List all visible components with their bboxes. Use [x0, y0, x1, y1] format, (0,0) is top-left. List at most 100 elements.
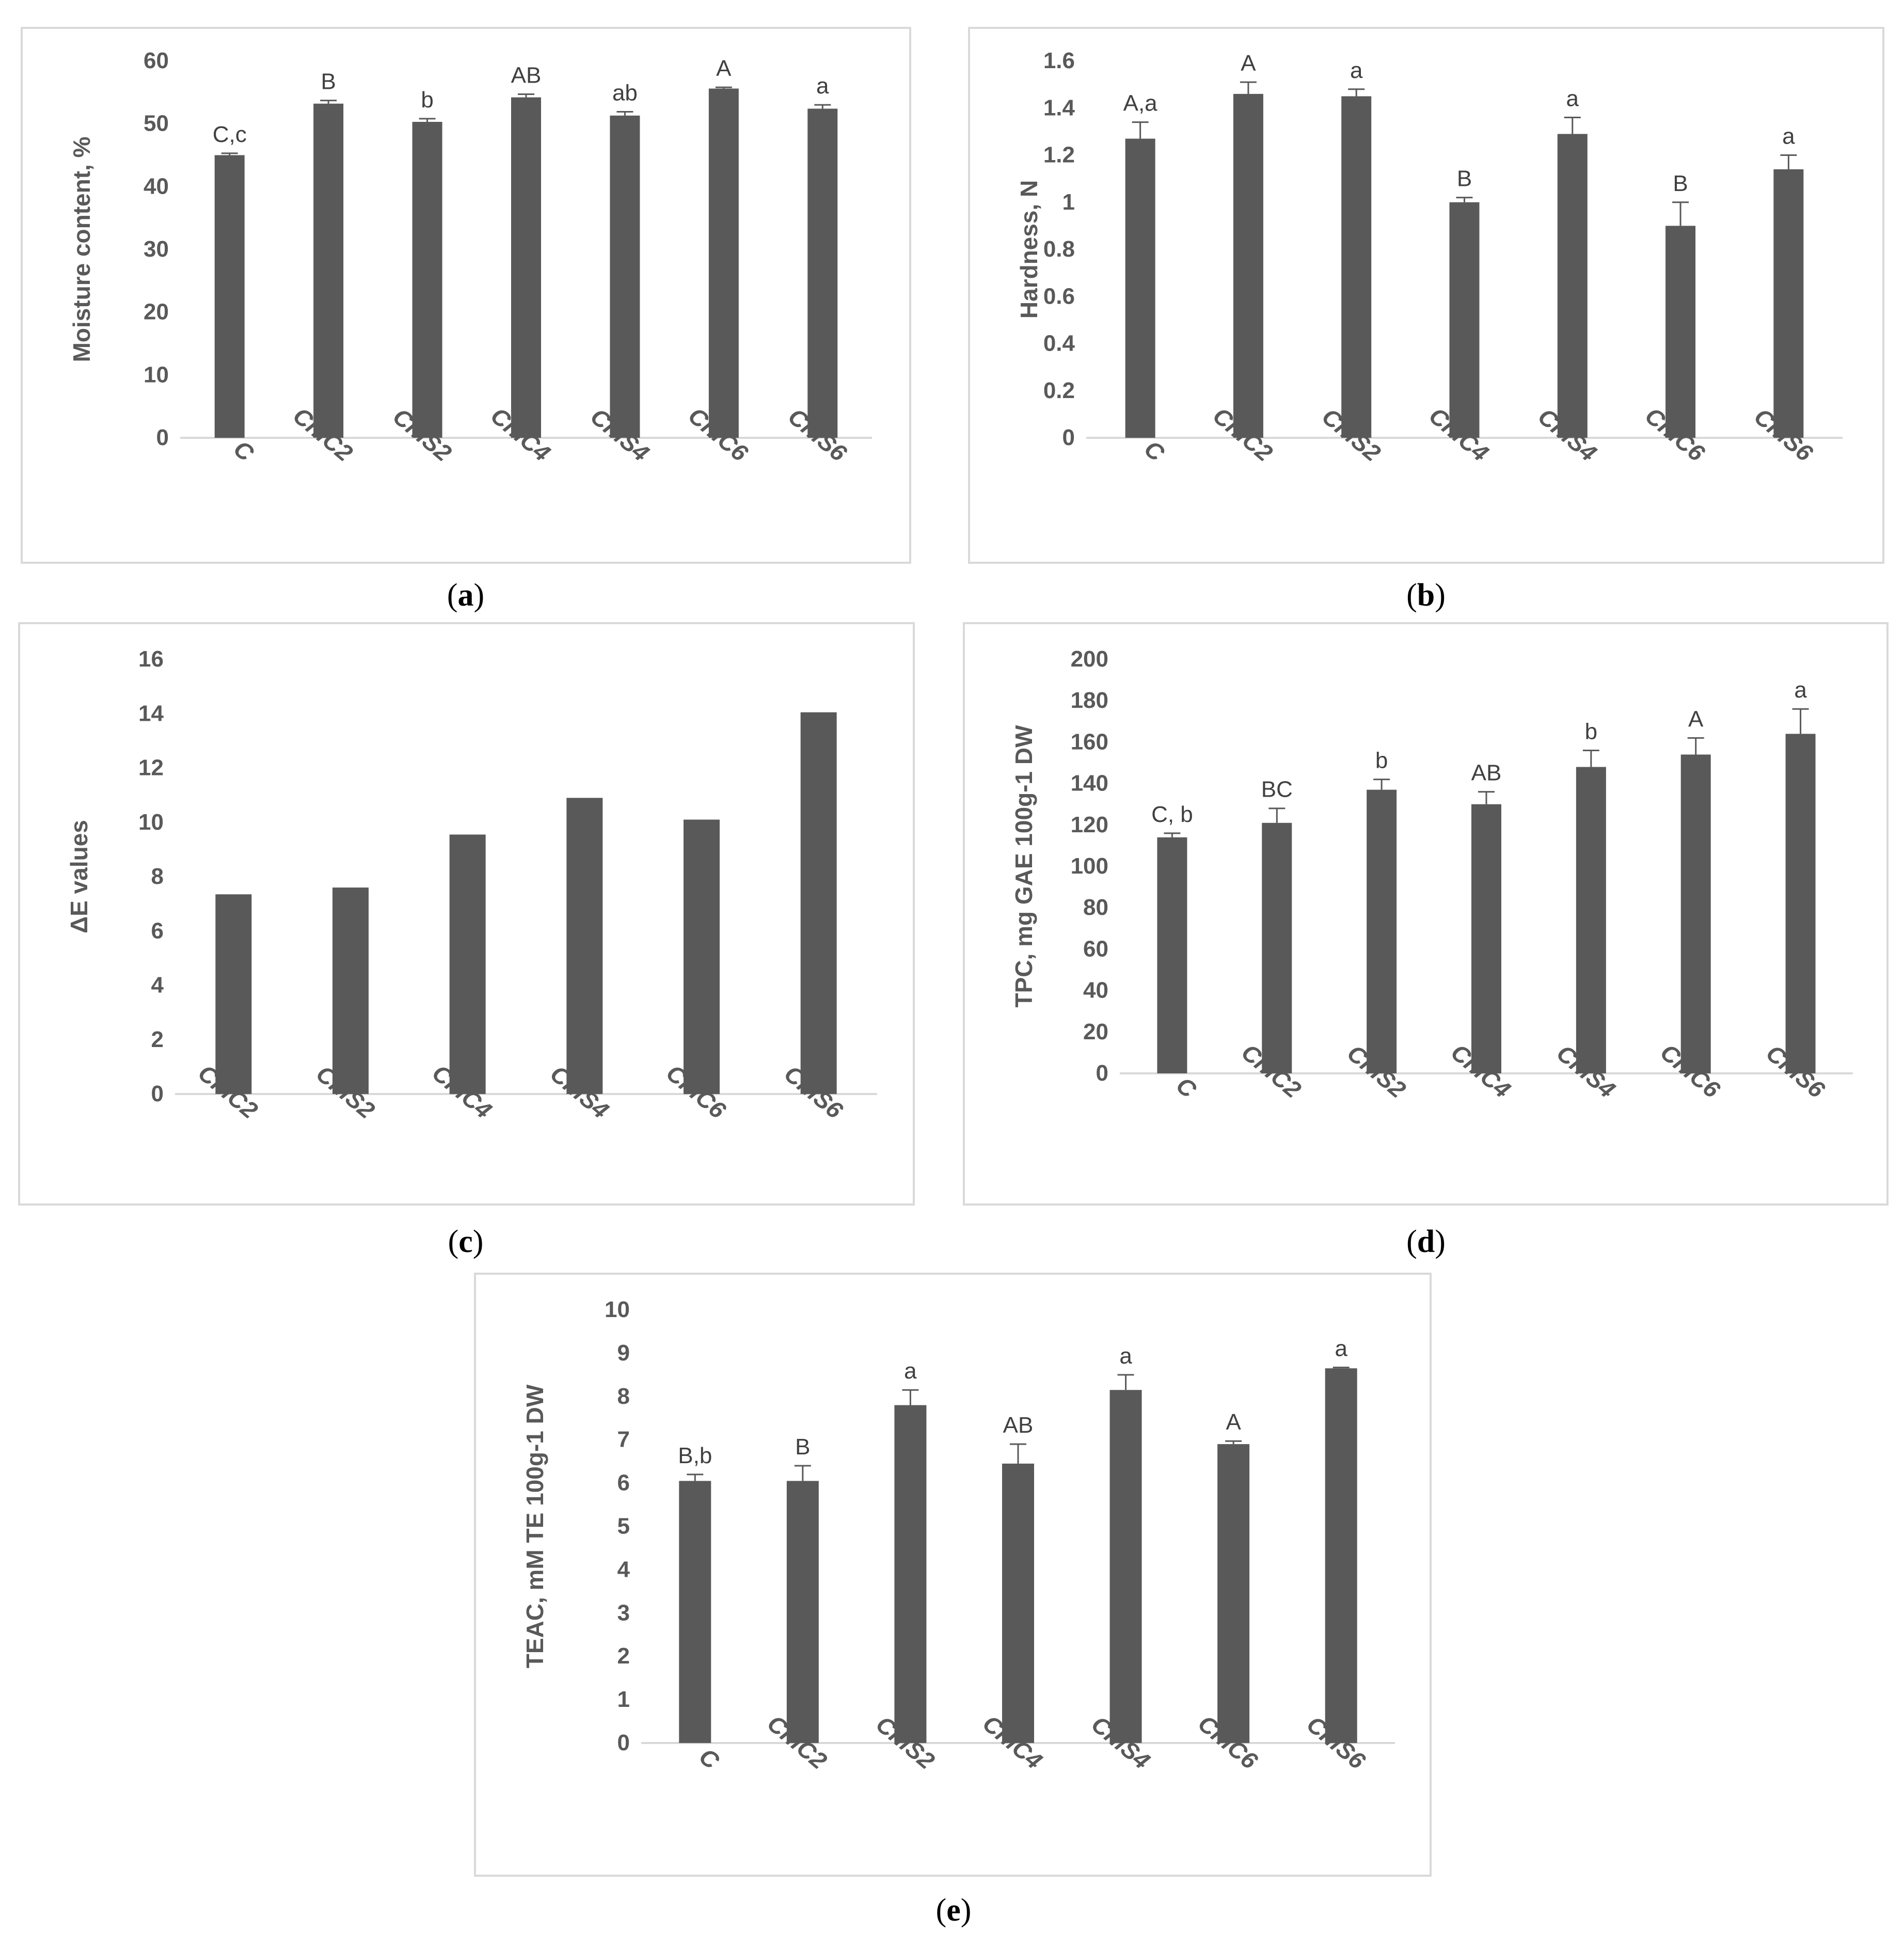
y-tick-label: 8	[617, 1384, 630, 1409]
y-tick-label: 0	[1062, 425, 1075, 450]
y-tick-label: 50	[144, 111, 169, 136]
y-tick-label: 4	[617, 1557, 630, 1582]
significance-label: C, b	[1151, 802, 1193, 827]
bar	[679, 1481, 711, 1743]
y-tick-label: 1.4	[1043, 95, 1075, 120]
bar	[1576, 767, 1606, 1073]
y-tick-label: 10	[138, 810, 164, 835]
bar	[1002, 1463, 1034, 1743]
y-tick-label: 16	[138, 646, 164, 672]
bar	[1125, 138, 1155, 438]
y-axis-label: TPC, mg GAE 100g-1 DW	[1010, 725, 1037, 1008]
y-axis-label: ΔE values	[66, 820, 92, 933]
bar	[807, 108, 838, 438]
y-tick-label: 0.8	[1043, 236, 1075, 262]
caption-d: (d)	[1406, 1224, 1446, 1259]
significance-label: b	[1585, 719, 1597, 744]
y-tick-label: 1.6	[1043, 48, 1075, 73]
y-tick-label: 2	[617, 1643, 630, 1669]
significance-label: b	[421, 87, 433, 113]
significance-label: a	[1782, 124, 1795, 149]
y-axis-label: Moisture content, %	[68, 136, 95, 362]
y-tick-label: 100	[1071, 853, 1108, 879]
bar	[800, 712, 837, 1094]
y-tick-label: 120	[1071, 812, 1108, 837]
y-tick-label: 200	[1071, 646, 1108, 672]
chart-panel-d: 0 20 40 60 80 100 120 140 160 180 200 TPC, mg GAE 1…	[963, 622, 1889, 1206]
chart-panel-b: 0 0.2 0.4 0.6 0.8 1 1.2 1.4 1.6 Hardness, N A,a C A C…	[968, 27, 1884, 564]
y-tick-label: 5	[617, 1514, 630, 1539]
y-tick-label: 30	[144, 236, 169, 262]
y-tick-label: 0.6	[1043, 283, 1075, 309]
x-tick-label: C	[1139, 435, 1170, 467]
y-tick-label: 7	[617, 1427, 630, 1452]
y-tick-label: 14	[138, 701, 164, 726]
caption-b: (b)	[1406, 578, 1446, 613]
y-tick-label: 1.2	[1043, 142, 1075, 168]
y-tick-label: 20	[1083, 1019, 1108, 1044]
y-tick-label: 10	[144, 362, 169, 387]
y-tick-label: 0	[617, 1730, 630, 1755]
caption-c: (c)	[448, 1224, 484, 1259]
bar	[610, 115, 640, 438]
significance-label: B	[1457, 166, 1472, 192]
y-tick-label: 0	[1096, 1060, 1108, 1086]
chart-svg-d: 0 20 40 60 80 100 120 140 160 180 200 TPC, mg GAE 1…	[1010, 646, 1853, 1103]
bar	[1367, 789, 1397, 1073]
significance-label: BC	[1261, 777, 1293, 802]
y-axis-label: TEAC, mM TE 100g-1 DW	[521, 1384, 548, 1668]
y-tick-label: 8	[151, 864, 164, 889]
significance-label: B,b	[678, 1443, 712, 1468]
y-tick-label: 0	[156, 425, 169, 450]
significance-label: C,c	[213, 122, 247, 147]
bar	[449, 834, 486, 1094]
bar	[566, 798, 603, 1094]
y-tick-label: 6	[617, 1470, 630, 1496]
bar	[332, 888, 369, 1094]
y-tick-label: 10	[605, 1297, 630, 1322]
significance-label: A	[1226, 1409, 1241, 1435]
bar	[684, 819, 720, 1094]
significance-label: a	[1794, 677, 1807, 703]
y-tick-label: 60	[1083, 936, 1108, 961]
bar	[511, 97, 541, 438]
y-tick-label: 1	[1062, 189, 1075, 215]
y-tick-label: 160	[1071, 729, 1108, 754]
y-tick-label: 0	[151, 1081, 164, 1106]
significance-label: b	[1375, 748, 1388, 773]
bar	[786, 1481, 819, 1743]
y-tick-label: 40	[1083, 978, 1108, 1003]
significance-label: AB	[1471, 760, 1502, 786]
y-tick-label: 140	[1071, 771, 1108, 796]
significance-label: a	[816, 73, 829, 99]
chart-panel-c: 0 2 4 6 8 10 12 14 16 ΔE values ChiC2 ChiS2 ChiC4 Chi…	[18, 622, 915, 1206]
y-tick-label: 180	[1071, 688, 1108, 713]
y-tick-label: 0.2	[1043, 378, 1075, 403]
bar	[214, 155, 245, 438]
bar	[894, 1405, 927, 1743]
y-tick-label: 9	[617, 1340, 630, 1366]
significance-label: a	[1119, 1343, 1132, 1369]
significance-label: B	[321, 69, 336, 94]
bar	[1471, 804, 1501, 1073]
bar	[1665, 226, 1696, 438]
x-tick-label: C	[1171, 1071, 1202, 1103]
bar	[1557, 134, 1588, 438]
significance-label: ab	[612, 81, 638, 106]
y-tick-label: 2	[151, 1027, 164, 1052]
caption-a: (a)	[447, 578, 485, 613]
y-tick-label: 20	[144, 299, 169, 325]
significance-label: a	[1566, 86, 1579, 112]
significance-label: a	[904, 1358, 917, 1384]
y-tick-label: 40	[144, 173, 169, 199]
y-tick-label: 4	[151, 973, 164, 998]
y-tick-label: 12	[138, 755, 164, 781]
y-tick-label: 1	[617, 1687, 630, 1712]
bar	[1449, 202, 1480, 438]
x-tick-label: C	[229, 435, 259, 467]
significance-label: A,a	[1123, 91, 1158, 116]
significance-label: A	[1241, 51, 1256, 76]
